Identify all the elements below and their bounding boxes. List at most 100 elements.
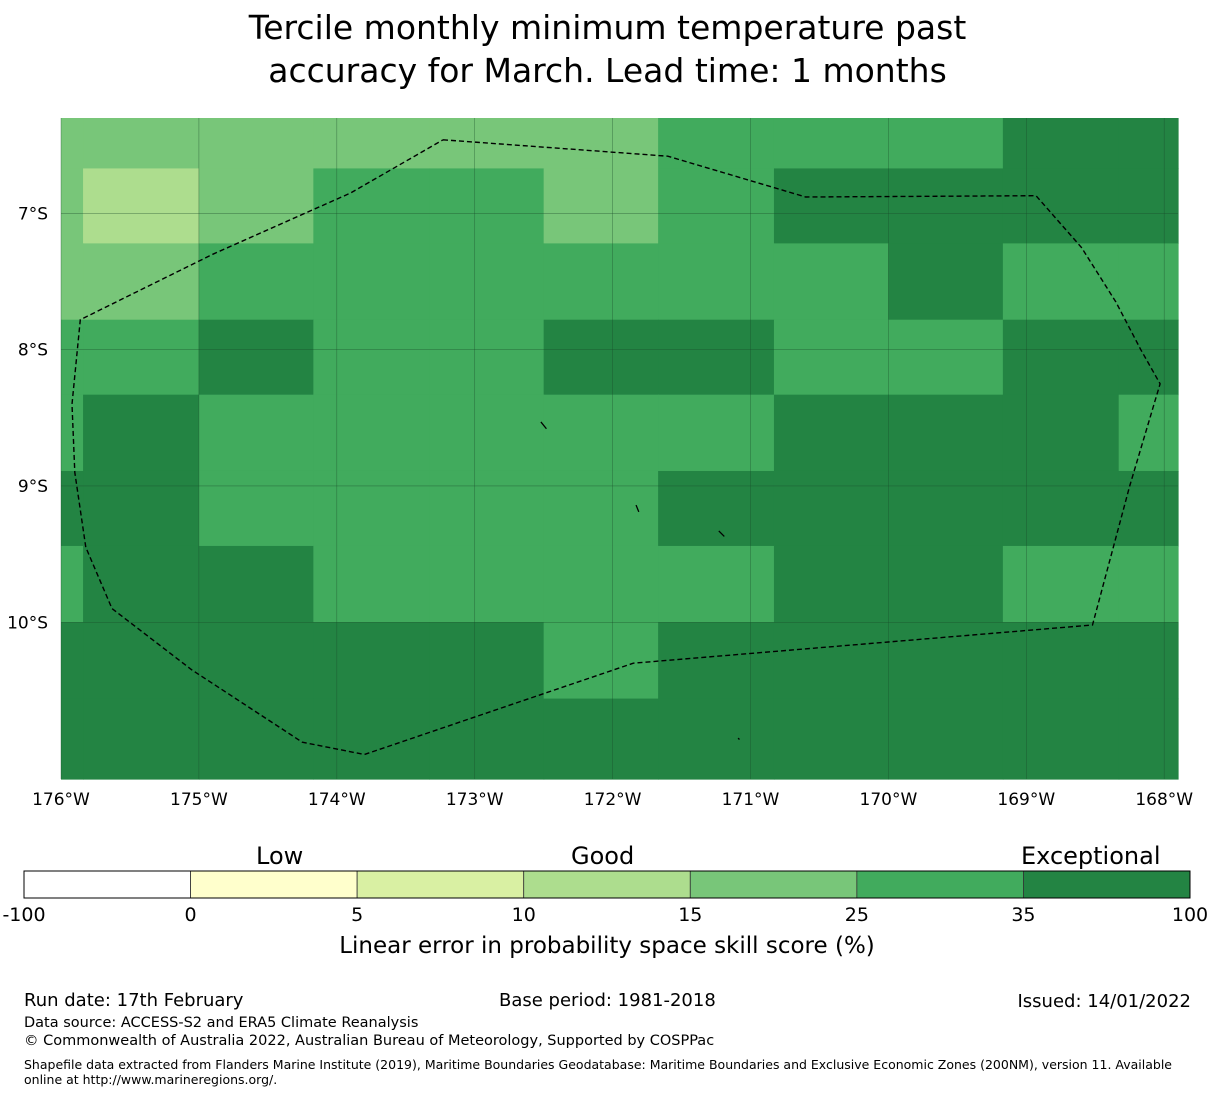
- skill-cell: [1002, 118, 1120, 170]
- lon-tick-label: 170°W: [860, 790, 918, 810]
- skill-cell: [429, 545, 545, 623]
- skill-cell: [1002, 545, 1120, 623]
- skill-cell: [773, 698, 890, 780]
- island-outline: [540, 421, 547, 430]
- skill-cell: [888, 394, 1004, 472]
- skill-cell: [888, 243, 1004, 321]
- skill-cell: [773, 622, 890, 700]
- map-gridlines: [60, 118, 1178, 779]
- skill-cell: [61, 243, 84, 321]
- skill-cell: [198, 622, 314, 700]
- skill-cell: [658, 168, 775, 244]
- title-line-2: accuracy for March. Lead time: 1 months: [268, 51, 947, 90]
- skill-cell: [543, 545, 659, 623]
- skill-cell: [658, 319, 775, 396]
- skill-cell: [313, 168, 430, 244]
- skill-cell: [658, 243, 775, 321]
- skill-cell: [773, 118, 890, 170]
- island-outline: [718, 530, 725, 537]
- skill-cell: [83, 698, 200, 780]
- colorbar-bin: [356, 870, 525, 899]
- lon-tick-label: 172°W: [584, 790, 642, 810]
- island-outlines: [540, 421, 740, 740]
- chart-title: Tercile monthly minimum temperature past…: [0, 6, 1215, 92]
- skill-cell: [313, 622, 430, 700]
- skill-cell: [888, 319, 1004, 396]
- skill-cell: [61, 698, 84, 780]
- colorbar-tick-label: 10: [512, 904, 536, 926]
- lon-tick-label: 175°W: [170, 790, 228, 810]
- lat-tick-label: 10°S: [7, 613, 48, 633]
- skill-cell: [198, 319, 314, 396]
- colorbar-tick-label: 35: [1011, 904, 1035, 926]
- skill-cell: [543, 698, 659, 780]
- skill-cell: [658, 545, 775, 623]
- lat-tick-label: 7°S: [18, 204, 48, 224]
- skill-cell: [543, 394, 659, 472]
- skill-cell: [429, 698, 545, 780]
- skill-cell: [198, 470, 314, 547]
- skill-map: 176°W 175°W 174°W 173°W 172°W 171°W 170°W 169°W…: [2, 118, 1208, 959]
- skill-cell: [888, 470, 1004, 547]
- lat-tick-label: 9°S: [18, 477, 48, 497]
- skill-cell: [313, 319, 430, 396]
- skill-cell: [429, 622, 545, 700]
- skill-cell: [313, 243, 430, 321]
- skill-cell: [83, 118, 200, 170]
- skill-cell: [1002, 168, 1120, 244]
- run-date: Run date: 17th February: [24, 990, 244, 1011]
- skill-cell: [658, 470, 775, 547]
- lon-tick-label: 174°W: [308, 790, 366, 810]
- skill-cell: [313, 545, 430, 623]
- skill-cell: [543, 470, 659, 547]
- skill-cell: [888, 698, 1004, 780]
- skill-cell: [61, 168, 84, 244]
- skill-cell: [543, 118, 659, 170]
- skill-cell: [313, 118, 430, 170]
- skill-cell: [1118, 118, 1179, 170]
- colorbar-bin: [523, 870, 691, 899]
- skill-cell: [888, 622, 1004, 700]
- skill-cell: [1118, 545, 1179, 623]
- colorbar-tick-labels: -100 0 5 10 15 25 35 100: [2, 904, 1208, 926]
- skill-cell: [83, 470, 200, 547]
- skill-cell: [83, 545, 200, 623]
- colorbar-bin: [23, 870, 191, 899]
- colorbar-tick-label: 15: [678, 904, 702, 926]
- skill-cell: [773, 319, 890, 396]
- skill-cell: [543, 319, 659, 396]
- skill-cell: [888, 168, 1004, 244]
- skill-cell: [83, 622, 200, 700]
- data-source: Data source: ACCESS-S2 and ERA5 Climate …: [24, 1015, 419, 1031]
- skill-cell: [773, 168, 890, 244]
- lon-tick-label: 171°W: [722, 790, 780, 810]
- skill-cell: [658, 622, 775, 700]
- colorbar: [23, 870, 1191, 899]
- skill-cell: [198, 394, 314, 472]
- lon-tick-label: 168°W: [1135, 790, 1193, 810]
- skill-cell: [61, 545, 84, 623]
- category-label-low: Low: [256, 842, 304, 870]
- skill-cell: [1002, 698, 1120, 780]
- skill-cell: [83, 394, 200, 472]
- skill-cell: [83, 243, 200, 321]
- lon-tick-label: 173°W: [446, 790, 504, 810]
- colorbar-bin: [689, 870, 858, 899]
- title-line-1: Tercile monthly minimum temperature past: [248, 8, 967, 47]
- skill-cell: [313, 698, 430, 780]
- skill-cell: [1118, 698, 1179, 780]
- skill-cell: [1118, 319, 1179, 396]
- skill-cell: [773, 470, 890, 547]
- category-label-exceptional: Exceptional: [1021, 842, 1161, 870]
- longitude-tick-labels: 176°W 175°W 174°W 173°W 172°W 171°W 170°W 169°W…: [32, 790, 1193, 810]
- skill-cell: [888, 118, 1004, 170]
- skill-cell: [1002, 622, 1120, 700]
- skill-cell: [429, 243, 545, 321]
- skill-cell: [61, 394, 84, 472]
- lat-tick-label: 8°S: [18, 341, 48, 361]
- skill-cell: [658, 698, 775, 780]
- colorbar-tick-label: 0: [185, 904, 197, 926]
- copyright: © Commonwealth of Australia 2022, Austra…: [24, 1033, 715, 1049]
- skill-cell: [1118, 470, 1179, 547]
- island-outline: [635, 504, 640, 513]
